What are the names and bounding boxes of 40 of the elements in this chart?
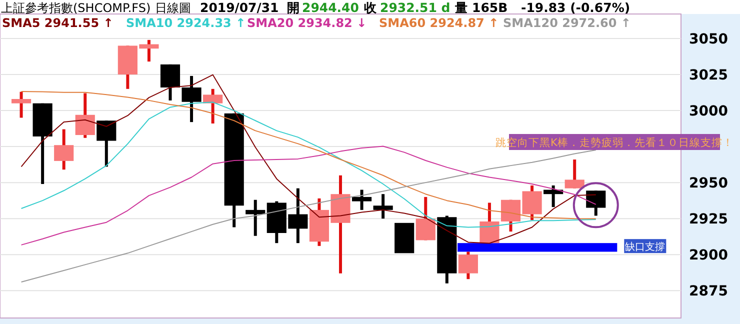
candlestick <box>586 190 606 216</box>
candlestick <box>75 93 95 138</box>
candlestick <box>394 222 414 254</box>
annotation: -19.83 (-0.67%) <box>521 0 630 15</box>
candlestick <box>11 92 32 118</box>
annotation: 收 <box>364 0 378 15</box>
chart-subtitle: 日線圖 <box>155 1 191 15</box>
y-tick-label: 2950 <box>689 176 728 192</box>
y-tick-label: 3000 <box>689 104 728 120</box>
candlestick <box>373 194 393 219</box>
candlestick <box>54 129 74 170</box>
band-label: 缺口支撐 <box>625 241 666 254</box>
y-tick-label: 2925 <box>689 212 728 228</box>
candlestick <box>203 88 223 124</box>
text: SMA120 2972.60 ↑ <box>503 16 631 30</box>
candlestick <box>182 76 202 122</box>
line-series <box>20 150 596 282</box>
y-tick-label: 2875 <box>689 284 728 300</box>
annotation: 量 <box>454 0 468 15</box>
annotation: 2019/07/31 <box>200 0 279 15</box>
y-tick-label: 3025 <box>689 68 728 84</box>
candlestick <box>564 160 584 188</box>
candlestick <box>416 196 436 240</box>
chart-title: 上証參考指數(SHCOMP.FS) <box>1 1 151 15</box>
text: SMA10 2924.33 ↑ <box>126 16 246 30</box>
y-tick-label: 3050 <box>689 31 728 48</box>
candlestick <box>246 200 266 236</box>
text: SMA20 2934.82 ↓ <box>247 16 367 30</box>
annotation: 2944.40 <box>302 0 360 15</box>
text: SMA60 2924.87 ↑ <box>379 16 499 30</box>
candlestick <box>458 252 478 280</box>
candlestick <box>96 120 116 167</box>
candlestick <box>160 64 180 100</box>
y-tick-label: 2900 <box>689 248 728 264</box>
annotation: 165B <box>472 0 508 15</box>
annotation: 開 <box>287 0 300 15</box>
annotation: 2932.51 d <box>380 0 450 15</box>
text: SMA5 2941.55 ↑ <box>2 16 114 30</box>
candlestick <box>352 190 372 210</box>
candlestick <box>480 202 500 244</box>
